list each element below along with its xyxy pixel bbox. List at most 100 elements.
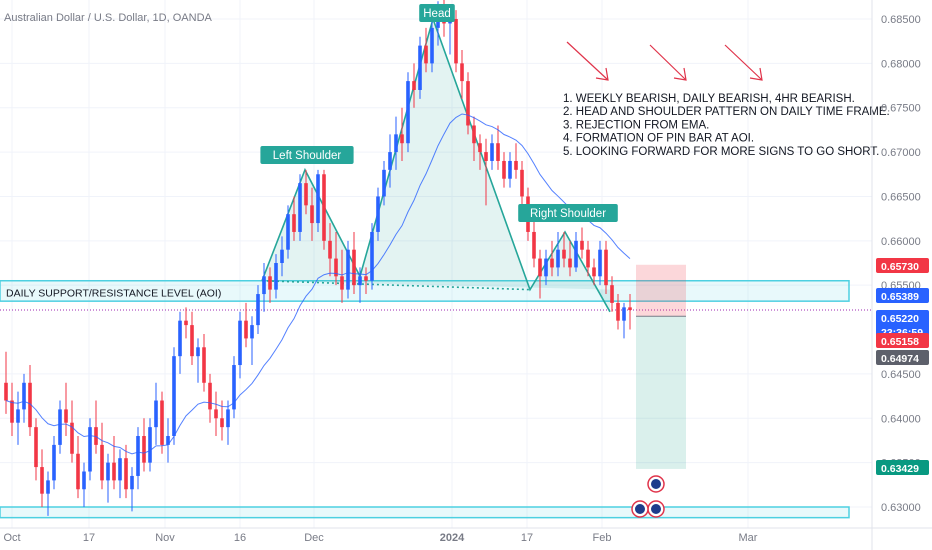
candle-body [16,409,20,423]
candle-body [22,382,26,410]
candle-body [460,63,464,82]
candle-body [250,325,254,339]
annotation-line: 2. HEAD AND SHOULDER PATTERN ON DAILY TI… [563,106,890,118]
lower-zone [0,506,850,519]
candle-body [388,152,392,170]
right-shoulder-label-bg [518,204,618,222]
take-profit-area [636,316,686,469]
economic-event-icons[interactable] [631,475,665,518]
candle-body [154,400,158,428]
candle-body [322,174,326,241]
candle-body [508,160,512,179]
price-tag-value: 0.65158 [881,336,919,348]
candle-body [10,400,14,423]
x-tick-label: Dec [304,532,324,544]
x-tick-label: Oct [3,532,20,544]
candle-body [556,249,560,268]
candle-body [208,382,212,410]
candle-body [136,436,140,476]
x-tick-label: 17 [521,532,533,544]
candle-body [352,249,356,286]
price-tag-value: 0.65389 [881,291,919,303]
annotation-line: 5. LOOKING FORWARD FOR MORE SIGNS TO GO … [563,146,879,158]
y-tick-label: 0.68000 [881,58,921,70]
candle-body [316,174,320,224]
aoi-zones: DAILY SUPPORT/RESISTANCE LEVEL (AOI) [0,279,872,519]
ema-line [5,113,631,455]
candle-body [232,365,236,410]
x-tick-label: 2024 [440,532,465,544]
candle-body [88,427,92,472]
candle-body [82,471,86,490]
candle-body [100,444,104,481]
time-axis[interactable]: Oct 17 Nov 16 Dec 2024 17 Feb Mar [0,527,932,544]
candle-body [190,325,194,357]
candle-body [286,214,290,250]
candle-body [514,160,518,170]
candle-body [472,125,476,144]
flag-icon [651,479,661,489]
arrow-line [566,41,609,81]
pattern-labels: Head Left Shoulder Right Shoulder [260,4,618,222]
candle-body [490,143,494,161]
y-tick-label: 0.67000 [881,147,921,159]
candle-body [244,320,248,339]
candle-body [52,444,56,481]
candle-body [382,169,386,197]
candle-body [484,152,488,161]
candle-body [148,427,152,463]
x-tick-label: 17 [83,532,95,544]
y-tick-label: 0.66000 [881,236,921,248]
left-shoulder-label-bg [260,146,354,164]
candle-body [166,436,170,445]
left-shoulder-label: Left Shoulder [273,150,342,162]
arrow-head [749,67,763,81]
candle-body [70,422,74,454]
candle-body [568,258,572,268]
head-label-bg [419,4,455,22]
price-tag-value: 0.63429 [881,463,919,475]
x-tick-label: Mar [739,532,758,544]
candle-body [106,462,110,481]
short-position-tool[interactable] [636,264,686,469]
candle-body [292,214,296,232]
candle-body [58,409,62,445]
stop-loss-area [636,264,686,317]
candle-body [226,409,230,428]
candle-body [28,382,32,428]
candle-body [304,183,308,206]
price-tag-bg [876,333,929,348]
candle-body [478,143,482,153]
candle-body [46,480,50,494]
candle-body [454,19,458,64]
candle-body [220,418,224,428]
candle-body [340,276,344,290]
candle-body [256,294,260,326]
candle-body [520,169,524,197]
x-tick-label: Feb [593,532,612,544]
candle-body [76,453,80,490]
y-tick-label: 0.67500 [881,103,921,115]
annotation-line: 3. REJECTION FROM EMA. [563,119,709,131]
candle-body [172,356,176,437]
annotation-notes: 1. WEEKLY BEARISH, DAILY BEARISH, 4HR BE… [563,93,890,158]
candle-body [298,183,302,232]
candle-body [622,307,626,321]
arrow-line [649,44,687,81]
candle-body [604,249,608,286]
candle-body [418,45,422,90]
candle-body [184,320,188,326]
candle-body [196,347,200,357]
candle-body [598,249,602,277]
candle-body [118,458,122,481]
candle-body [310,205,314,224]
price-tag-value: 0.64974 [881,353,919,365]
y-tick-label: 0.64500 [881,369,921,381]
price-tag-bg [876,460,929,475]
candle-body [124,458,128,490]
candle-body [274,263,278,290]
candle-body [268,276,272,290]
y-tick-label: 0.68500 [881,14,921,26]
